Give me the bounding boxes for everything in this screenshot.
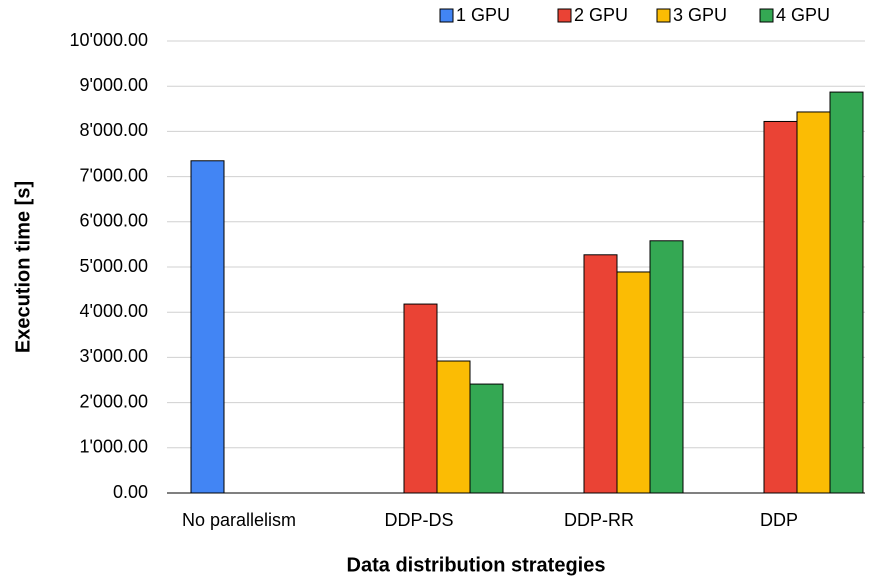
legend-swatch [656, 8, 671, 23]
legend-label: 4 GPU [776, 5, 830, 25]
bar [616, 271, 651, 494]
bar [829, 91, 864, 494]
y-tick-label: 3'000.00 [79, 346, 148, 366]
legend-swatch [439, 8, 454, 23]
y-tick-label: 9'000.00 [79, 75, 148, 95]
y-tick-label: 7'000.00 [79, 165, 148, 185]
y-tick-label: 0.00 [113, 482, 148, 502]
bar [796, 111, 831, 494]
y-tick-label: 10'000.00 [69, 30, 148, 50]
legend-swatch [759, 8, 774, 23]
x-tick-label: DDP [760, 510, 798, 530]
y-tick-label: 6'000.00 [79, 211, 148, 231]
bar [583, 254, 618, 494]
x-tick-label: DDP-RR [564, 510, 634, 530]
y-tick-label: 1'000.00 [79, 437, 148, 457]
legend-label: 1 GPU [456, 5, 510, 25]
y-tick-label: 8'000.00 [79, 120, 148, 140]
bar [649, 240, 684, 494]
legend-swatch [557, 8, 572, 23]
bar [436, 360, 471, 494]
bar [469, 383, 504, 494]
y-axis-title: Execution time [s] [12, 181, 34, 353]
bar [190, 160, 225, 494]
x-axis-title: Data distribution strategies [347, 554, 606, 576]
bar [403, 303, 438, 494]
x-tick-label: No parallelism [182, 510, 296, 530]
legend-label: 3 GPU [673, 5, 727, 25]
y-tick-label: 4'000.00 [79, 301, 148, 321]
x-tick-label: DDP-DS [384, 510, 453, 530]
y-tick-label: 5'000.00 [79, 256, 148, 276]
y-tick-label: 2'000.00 [79, 391, 148, 411]
bar [763, 120, 798, 494]
legend-label: 2 GPU [574, 5, 628, 25]
